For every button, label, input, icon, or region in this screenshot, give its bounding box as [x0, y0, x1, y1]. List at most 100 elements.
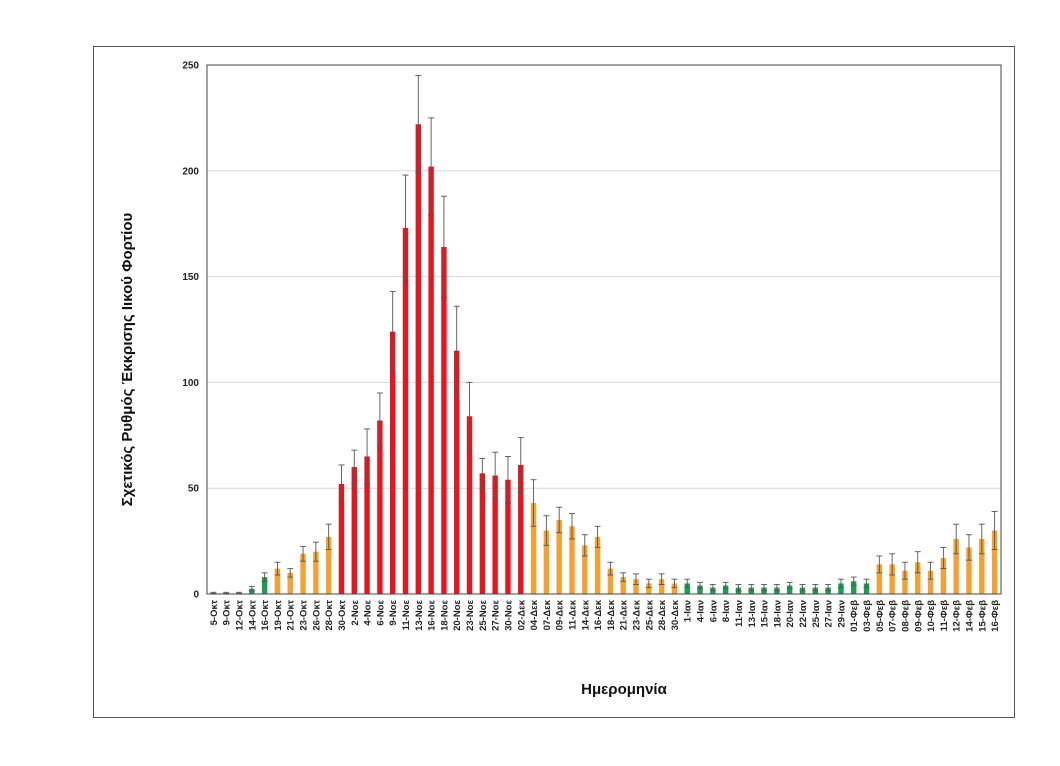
error-bar-8-Ιαν: [722, 581, 729, 590]
plot-area-border: [206, 64, 1002, 595]
bar-14-Οκτ: [249, 588, 255, 594]
error-bar-14-Οκτ: [248, 586, 255, 592]
x-tick-label: 07-Δεκ: [542, 599, 553, 630]
error-bar-15-Φεβ: [978, 523, 985, 555]
bar-23-Δεκ: [633, 579, 639, 594]
bar-07-Φεβ: [889, 564, 895, 594]
error-bar-16-Φεβ: [991, 511, 998, 551]
error-bar-23-Οκτ: [300, 545, 307, 562]
x-axis-title: Ημερομηνία: [581, 681, 667, 698]
bar-28-Οκτ: [325, 536, 332, 594]
x-tick-label: 08-Φεβ: [900, 600, 911, 632]
x-tick-label: 19-Οκτ: [273, 599, 284, 630]
x-tick-label: 29-Ιαν: [836, 600, 847, 628]
x-tick-label: 25-Ιαν: [811, 600, 822, 628]
bar-29-Ιαν: [838, 583, 844, 594]
bar-28-Δεκ: [658, 579, 665, 594]
error-bar-12-Φεβ: [953, 523, 960, 555]
y-tick-label: 50: [188, 484, 200, 495]
error-bar-13-Ιαν: [748, 584, 755, 592]
bar-25-Νοε: [479, 473, 486, 594]
x-tick-label: 23-Νοε: [465, 600, 476, 631]
error-bar-20-Νοε: [453, 305, 460, 396]
x-tick-label: 14-Οκτ: [247, 599, 258, 630]
x-tick-label: 25-Δεκ: [644, 599, 655, 630]
x-tick-label: 4-Ιαν: [696, 600, 707, 622]
bar-25-Δεκ: [646, 583, 652, 594]
bar-6-Νοε: [377, 420, 383, 594]
error-bar-28-Δεκ: [658, 573, 665, 585]
bar-11-Δεκ: [569, 526, 575, 594]
x-tick-label: 13-Νοε: [414, 600, 425, 631]
error-bar-07-Φεβ: [889, 553, 896, 576]
bar-16-Δεκ: [594, 536, 601, 594]
bar-23-Οκτ: [300, 553, 306, 594]
x-tick-label: 23-Οκτ: [299, 599, 310, 630]
gridlines: [207, 64, 1001, 595]
error-bar-18-Ιαν: [773, 584, 780, 592]
bar-10-Φεβ: [927, 570, 934, 594]
bar-21-Δεκ: [620, 577, 626, 594]
error-bar-21-Οκτ: [287, 568, 294, 578]
error-bar-23-Νοε: [466, 381, 473, 451]
error-bar-30-Νοε: [504, 456, 511, 504]
bar-30-Δεκ: [671, 583, 678, 594]
bar-23-Νοε: [466, 416, 473, 594]
x-tick-label: 6-Νοε: [375, 600, 386, 626]
error-bar-18-Νοε: [440, 195, 447, 299]
error-bar-05-Φεβ: [876, 555, 883, 574]
bar-4-Ιαν: [697, 585, 703, 594]
x-tick-label: 22-Ιαν: [798, 600, 809, 628]
bar-12-Φεβ: [953, 538, 959, 594]
bar-03-Φεβ: [863, 583, 870, 594]
x-tick-label: 09-Φεβ: [913, 600, 924, 632]
error-bar-16-Οκτ: [261, 572, 268, 582]
error-bar-11-Ιαν: [735, 584, 742, 592]
x-tick-label: 20-Ιαν: [785, 600, 796, 628]
x-tick-label: 16-Φεβ: [990, 600, 1001, 632]
y-axis-ticks: 0 50 100 150 200 250: [182, 61, 199, 601]
error-bar-14-Δεκ: [581, 534, 588, 557]
x-tick-label: 05-Φεβ: [875, 600, 886, 632]
y-axis-title: Σχετικός Ρυθμός Έκκρισης Ιικού Φορτίου: [119, 212, 136, 506]
x-tick-label: 28-Οκτ: [324, 599, 335, 630]
bar-16-Φεβ: [991, 530, 998, 594]
x-tick-label: 11-Νοε: [401, 600, 412, 631]
bar-1-Ιαν: [684, 583, 690, 594]
error-bar-09-Φεβ: [914, 551, 921, 574]
x-tick-label: 28-Δεκ: [657, 599, 668, 630]
bar-05-Φεβ: [876, 564, 883, 594]
error-bar-10-Φεβ: [927, 561, 934, 580]
error-bar-26-Οκτ: [312, 541, 319, 562]
x-axis-ticks: 5-Οκτ 9-Οκτ 12-Οκτ 14-Οκτ 16-Οκτ 19-Οκτ 21-Οκτ…: [209, 599, 1001, 632]
error-bar-14-Φεβ: [965, 534, 972, 561]
x-tick-label: 18-Ιαν: [772, 600, 783, 628]
bar-30-Νοε: [505, 479, 511, 594]
y-tick-label: 200: [182, 166, 199, 177]
x-tick-label: 18-Νοε: [439, 600, 450, 631]
bar-19-Οκτ: [274, 568, 281, 594]
error-bar-16-Νοε: [428, 117, 435, 216]
x-tick-label: 18-Δεκ: [606, 599, 617, 630]
bar-4-Νοε: [364, 456, 370, 594]
x-tick-label: 13-Ιαν: [747, 600, 758, 628]
x-tick-label: 5-Οκτ: [209, 599, 220, 625]
error-bar-15-Ιαν: [761, 584, 768, 592]
bar-20-Ιαν: [787, 585, 793, 594]
error-bar-23-Δεκ: [633, 573, 640, 585]
x-tick-label: 03-Φεβ: [862, 600, 873, 632]
x-tick-label: 25-Νοε: [478, 600, 489, 631]
x-tick-label: 07-Φεβ: [888, 600, 899, 632]
bar-16-Οκτ: [261, 577, 268, 594]
x-tick-label: 6-Ιαν: [708, 600, 719, 622]
error-bar-13-Νοε: [415, 75, 422, 174]
error-bar-9-Νοε: [389, 290, 396, 373]
bar-14-Φεβ: [966, 547, 972, 594]
error-bar-07-Δεκ: [543, 515, 550, 546]
error-bar-30-Οκτ: [338, 464, 345, 504]
x-tick-label: 30-Νοε: [503, 600, 514, 631]
error-bar-6-Νοε: [376, 392, 383, 449]
y-tick-label: 250: [182, 61, 199, 72]
error-bar-18-Δεκ: [607, 561, 614, 576]
